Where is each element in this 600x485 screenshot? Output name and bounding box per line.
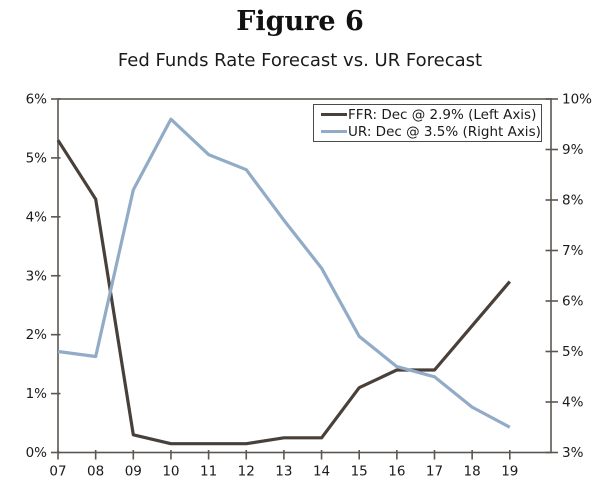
right-axis-tick-label: 6% (562, 294, 584, 310)
right-axis-tick-label: 4% (562, 395, 584, 411)
x-axis-tick-label: 08 (87, 464, 104, 480)
x-axis-tick-label: 15 (351, 464, 368, 480)
x-axis-tick-label: 16 (388, 464, 405, 480)
right-axis-tick-label: 10% (562, 92, 592, 108)
x-axis-tick-label: 18 (464, 464, 481, 480)
legend-item-ur: UR: Dec @ 3.5% (Right Axis) (321, 123, 541, 140)
chart-title: Fed Funds Rate Forecast vs. UR Forecast (117, 50, 483, 71)
x-axis-tick-label: 11 (200, 464, 217, 480)
data-series (56, 117, 512, 446)
x-axis-tick-label: 13 (275, 464, 292, 480)
ur-line-swatch-icon (321, 130, 347, 133)
left-axis-tick-label: 5% (26, 150, 48, 166)
x-axis-tick-label: 10 (162, 464, 179, 480)
x-axis-tick-label: 17 (426, 464, 443, 480)
legend-label-ffr: FFR: Dec @ 2.9% (Left Axis) (348, 106, 537, 123)
legend-label-ur: UR: Dec @ 3.5% (Right Axis) (348, 123, 541, 140)
right-axis-tick-label: 8% (562, 193, 584, 209)
figure-label: Figure 6 (236, 6, 364, 37)
left-axis-tick-label: 2% (26, 327, 48, 343)
left-axis-tick-label: 1% (26, 386, 48, 402)
legend-item-ffr: FFR: Dec @ 2.9% (Left Axis) (321, 106, 541, 123)
left-axis-tick-label: 0% (26, 445, 48, 461)
x-axis-tick-label: 09 (125, 464, 142, 480)
right-axis-tick-label: 5% (562, 344, 584, 360)
axes (51, 98, 558, 460)
x-axis-tick-label: 14 (313, 464, 330, 480)
x-axis-tick-label: 12 (238, 464, 255, 480)
left-axis-tick-label: 6% (26, 92, 48, 108)
right-axis-tick-label: 9% (562, 142, 584, 158)
x-axis-tick-label: 19 (501, 464, 518, 480)
legend: FFR: Dec @ 2.9% (Left Axis) UR: Dec @ 3.… (313, 104, 542, 142)
ur-line (57, 117, 511, 429)
right-axis-tick-label: 7% (562, 243, 584, 259)
plot-border (57, 98, 552, 454)
x-axis-tick-label: 07 (49, 464, 66, 480)
right-axis-tick-label: 3% (562, 445, 584, 461)
axis-tick-labels: 0% 1% 2% 3% 4% 5% 6% 3% 4% 5% 6% 7% 8% 9% 10% 07 08 09 10 1… (26, 92, 593, 480)
ffr-line (56, 139, 512, 446)
ffr-line-swatch-icon (321, 113, 347, 116)
left-axis-tick-label: 4% (26, 209, 48, 225)
left-axis-tick-label: 3% (26, 268, 48, 284)
